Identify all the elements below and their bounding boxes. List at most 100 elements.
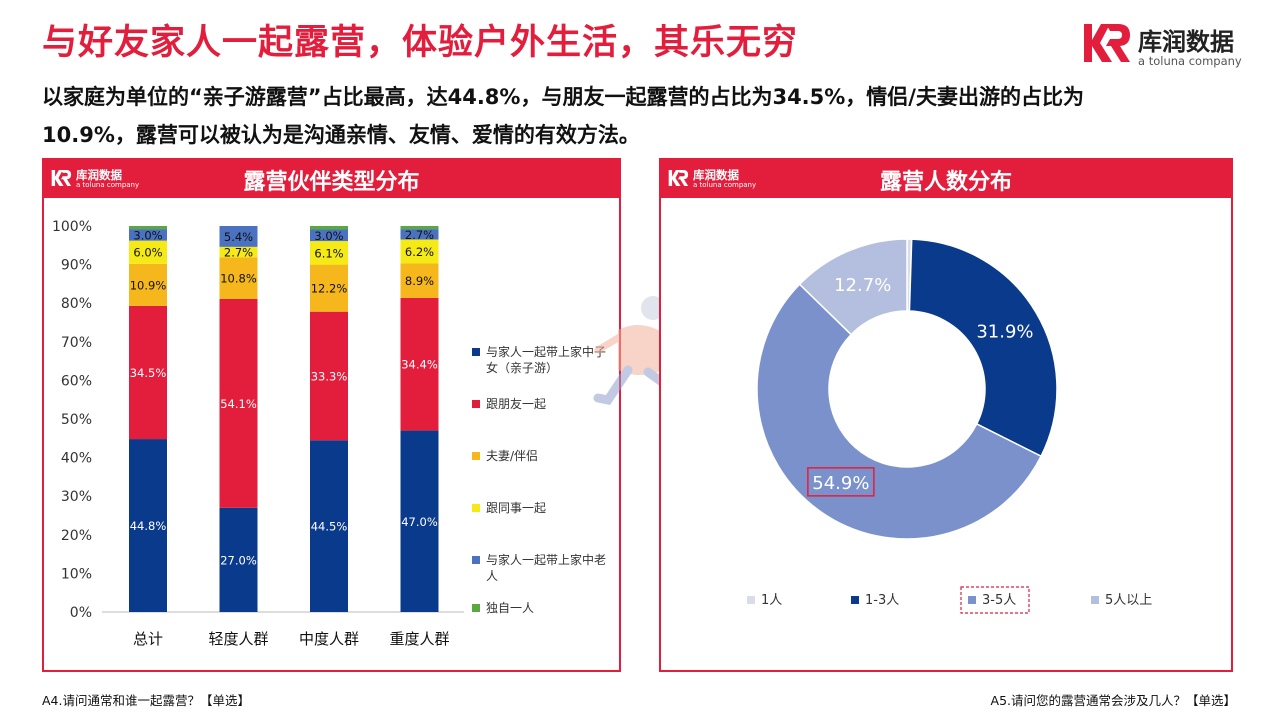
page-subtitle: 以家庭为单位的“亲子游露营”占比最高，达44.8%，与朋友一起露营的占比为34.… <box>42 85 1084 147</box>
legend-swatch <box>851 596 859 604</box>
data-label: 31.9% <box>976 322 1033 343</box>
legend-swatch <box>968 596 976 604</box>
bar-segment <box>310 264 348 312</box>
data-label: 3.0% <box>314 229 343 243</box>
brand-tagline: a toluna company <box>1138 54 1242 68</box>
mini-brand-tagline: a toluna company <box>76 181 140 189</box>
data-label: 6.0% <box>133 246 162 260</box>
kr-logo-icon <box>1084 24 1130 62</box>
data-label: 44.8% <box>130 519 167 533</box>
data-label: 12.7% <box>834 275 891 296</box>
bar-segment <box>400 297 439 431</box>
legend-label: 跟同事一起 <box>486 501 546 515</box>
legend-swatch <box>472 604 480 612</box>
bar-segment <box>219 507 258 612</box>
y-tick-label: 80% <box>61 296 92 312</box>
bar-segment <box>400 239 439 264</box>
data-label: 2.7% <box>224 246 253 260</box>
y-tick-label: 50% <box>61 412 92 428</box>
brand-name: 库润数据 <box>1138 28 1234 56</box>
panel-group-size-distribution: 库润数据 a toluna company 露营人数分布 31.9% 54.9% 1… <box>659 158 1233 672</box>
bar-segment <box>400 430 439 612</box>
bar-segment <box>219 246 258 258</box>
bar-segment <box>310 229 348 242</box>
data-label: 2.7% <box>405 228 434 242</box>
legend-swatch <box>472 556 480 564</box>
page-title: 与好友家人一起露营，体验户外生活，其乐无穷 <box>42 23 799 63</box>
bar-segment <box>310 241 348 265</box>
legend-label: 1-3人 <box>865 593 899 608</box>
y-tick-label: 100% <box>52 219 92 235</box>
mini-brand-tagline: a toluna company <box>693 181 757 189</box>
y-tick-label: 90% <box>61 258 92 274</box>
data-label: 34.4% <box>401 358 438 372</box>
legend-label: 跟朋友一起 <box>486 397 546 411</box>
legend-swatch <box>472 452 480 460</box>
bar-segment <box>400 263 439 298</box>
data-label: 12.2% <box>311 282 348 296</box>
bar-segment <box>129 439 167 612</box>
data-label: 54.9% <box>812 473 869 494</box>
x-tick-label: 重度人群 <box>389 630 449 648</box>
legend-label: 夫妻/伴侣 <box>486 448 538 463</box>
mini-brand-name: 库润数据 <box>693 168 739 182</box>
data-label: 33.3% <box>311 369 348 383</box>
legend-swatch <box>472 400 480 408</box>
bar-segment <box>129 240 167 264</box>
y-tick-label: 10% <box>61 566 92 582</box>
footnote-left: A4.请问通常和谁一起露营？【单选】 <box>42 693 250 708</box>
data-label: 27.0% <box>220 553 257 567</box>
legend-label: 5人以上 <box>1105 593 1152 608</box>
data-label: 47.0% <box>401 515 438 529</box>
donut-slice <box>798 238 908 336</box>
bar-segment <box>219 226 258 247</box>
y-tick-label: 40% <box>61 451 92 467</box>
panel-header: 库润数据 a toluna company 露营人数分布 <box>661 160 1231 198</box>
bar-segment <box>219 257 258 299</box>
donut-slice <box>908 238 1058 458</box>
data-label: 44.5% <box>311 520 348 534</box>
legend-label: 独自一人 <box>486 601 534 615</box>
bar-segment <box>129 305 167 440</box>
panel-title: 露营伙伴类型分布 <box>243 170 420 195</box>
donut-chart: 31.9% 54.9% 12.7% 1人 1-3人 3-5人 5人以上 <box>747 238 1152 614</box>
legend-swatch <box>1091 596 1099 604</box>
data-label: 3.0% <box>133 228 162 242</box>
y-tick-label: 60% <box>61 373 92 389</box>
x-tick-label: 中度人群 <box>299 630 359 648</box>
footnote-right: A5.请问您的露营通常会涉及几人？【单选】 <box>990 693 1236 708</box>
legend-label: 3-5人 <box>982 593 1016 608</box>
data-label: 6.2% <box>405 245 434 259</box>
legend-swatch <box>472 504 480 512</box>
bar-segment <box>310 226 348 230</box>
x-tick-label: 总计 <box>133 630 163 648</box>
bar-segment <box>310 440 348 612</box>
x-tick-label: 轻度人群 <box>208 630 268 648</box>
legend-label: 人 <box>486 569 498 583</box>
y-tick-label: 20% <box>61 528 92 544</box>
donut-slice <box>756 283 1043 540</box>
data-label: 10.8% <box>220 272 257 286</box>
bar-segment <box>400 229 439 240</box>
data-label: 6.1% <box>314 246 343 260</box>
data-label: 8.9% <box>405 274 434 288</box>
legend-label: 女（亲子游） <box>486 360 558 375</box>
bar-segment <box>310 311 348 441</box>
mini-brand-logo: 库润数据 a toluna company <box>667 167 767 193</box>
mini-brand-logo: 库润数据 a toluna company <box>50 167 150 193</box>
data-label: 5.4% <box>224 230 253 244</box>
data-label: 34.5% <box>130 366 167 380</box>
bar-segment <box>129 226 167 230</box>
kr-logo-icon <box>668 169 689 187</box>
mini-brand-name: 库润数据 <box>76 168 122 182</box>
panel-companion-distribution: 库润数据 a toluna company 露营伙伴类型分布 0% 10% 20% 3… <box>42 158 621 672</box>
kr-logo-icon <box>51 169 72 187</box>
legend-label: 1人 <box>761 593 782 608</box>
bar-segment <box>219 298 258 508</box>
bar-segment <box>400 226 439 230</box>
data-label: 10.9% <box>130 278 167 292</box>
legend-label: 与家人一起带上家中子 <box>486 344 606 359</box>
legend-highlight-box <box>960 586 1030 614</box>
highlight-box <box>807 467 875 497</box>
data-label: 54.1% <box>220 397 257 411</box>
